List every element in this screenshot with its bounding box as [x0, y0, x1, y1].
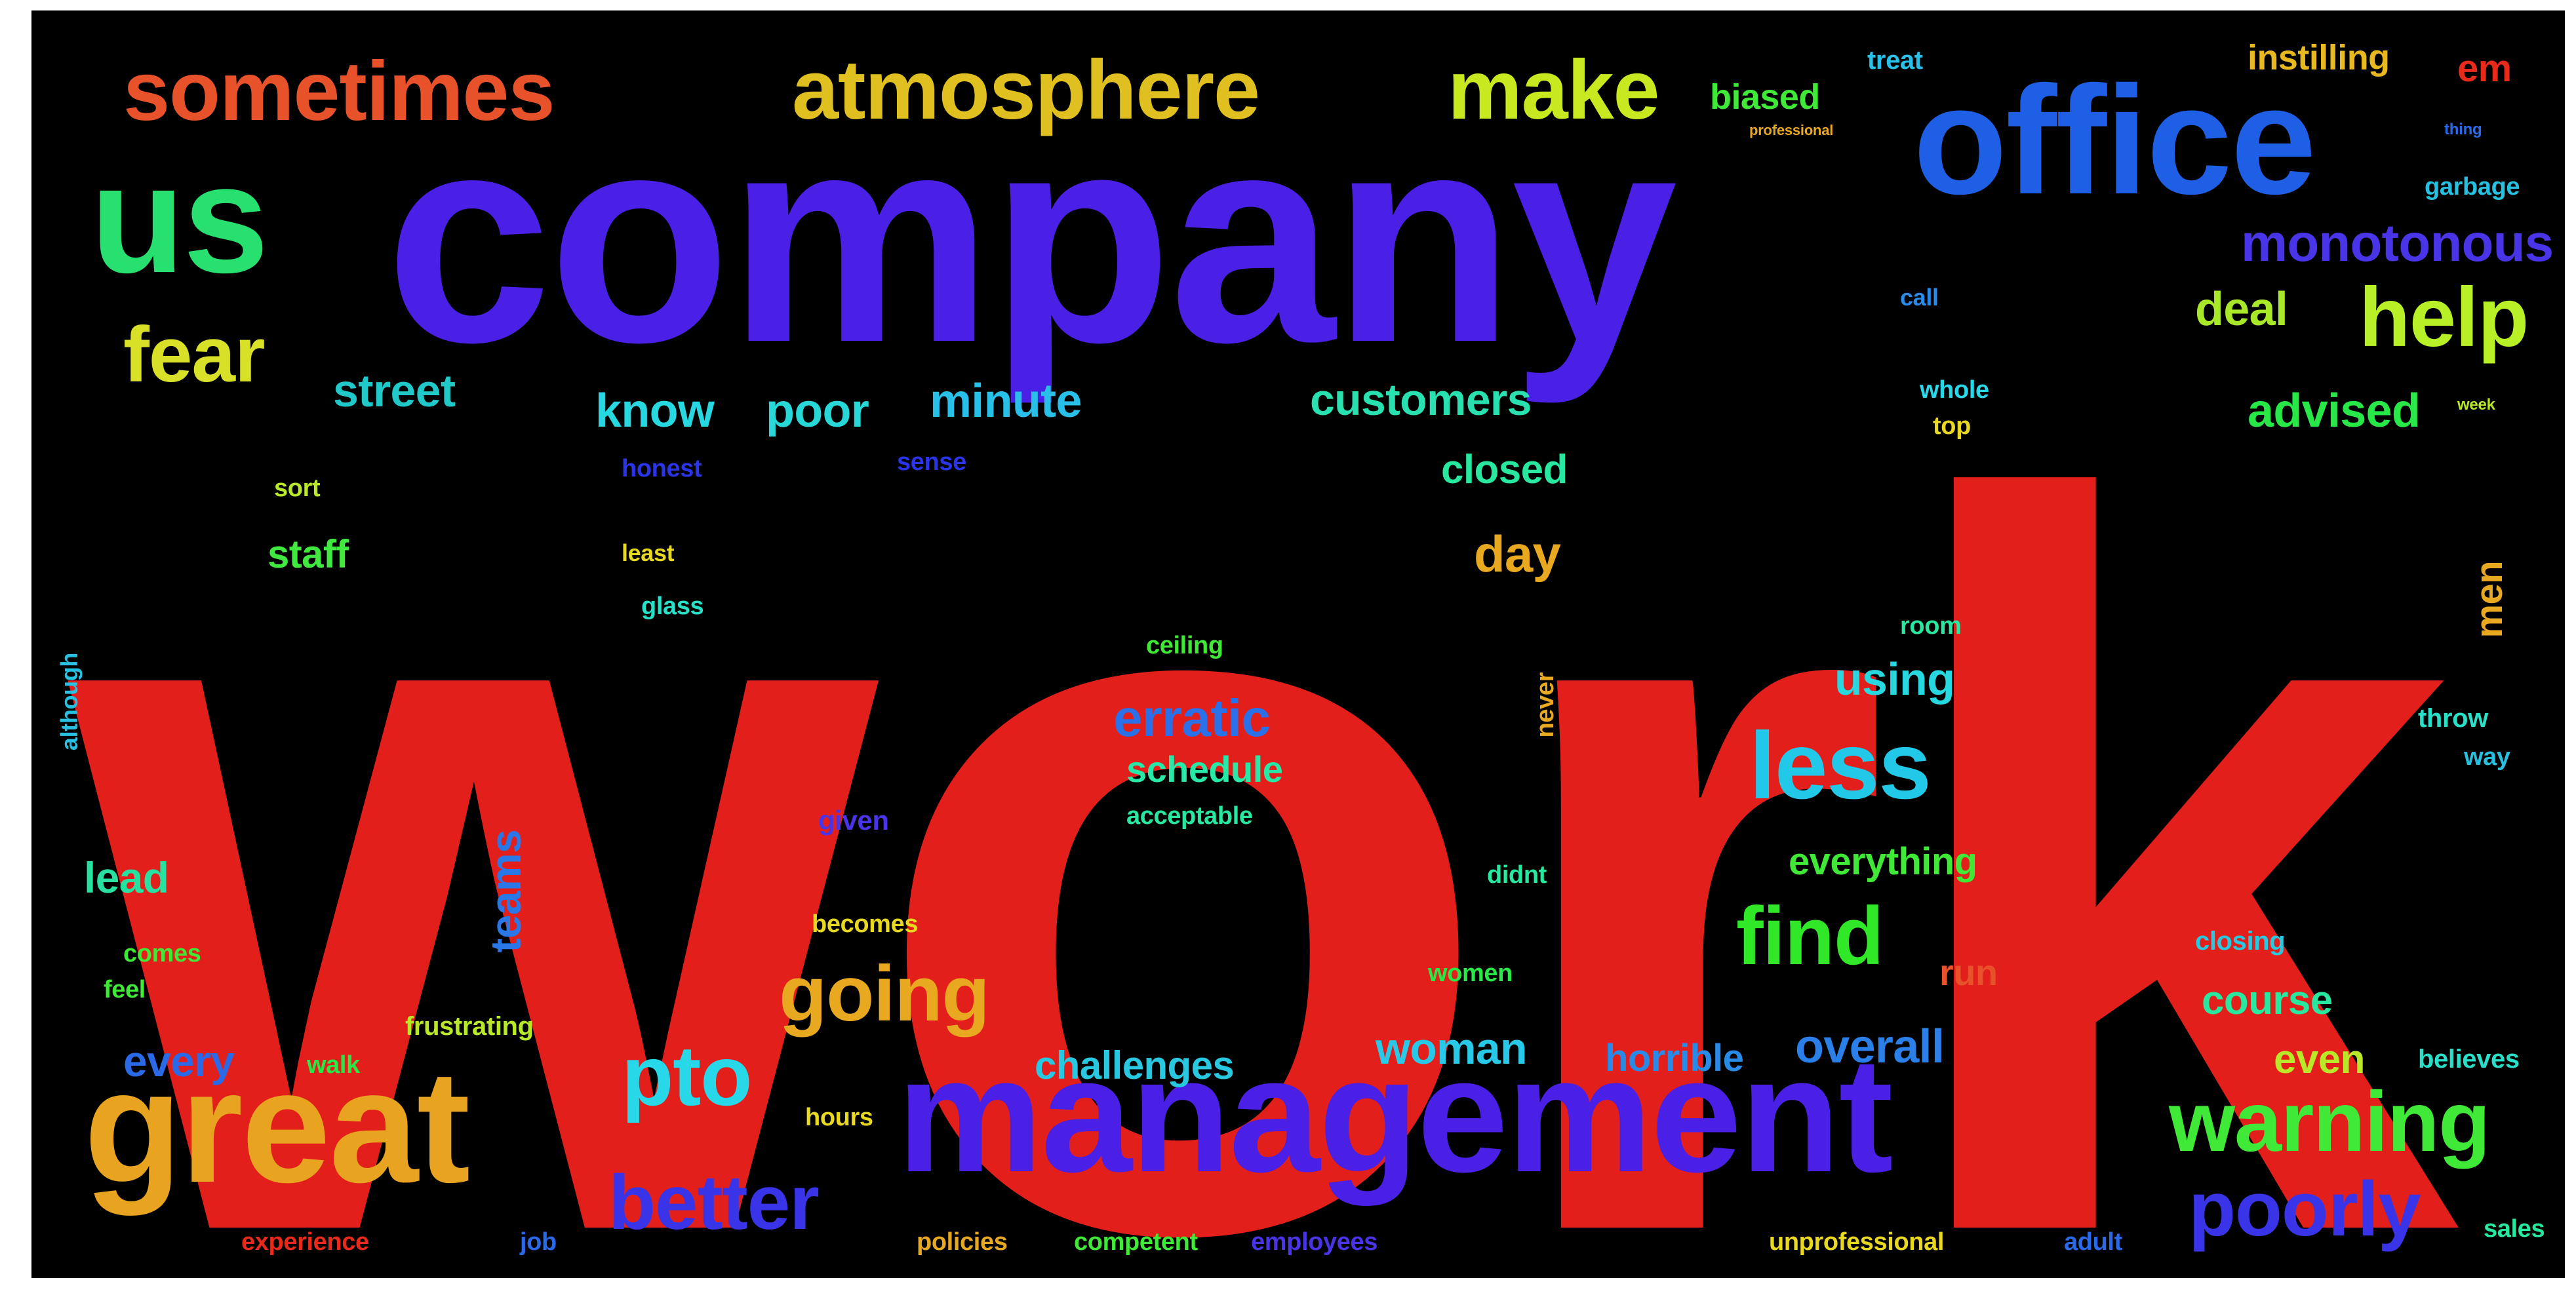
word-room: room — [1900, 612, 1962, 640]
word-customers: customers — [1310, 375, 1532, 425]
word-walk: walk — [307, 1051, 360, 1079]
word-acceptable: acceptable — [1126, 802, 1253, 830]
word-instilling: instilling — [2248, 38, 2390, 77]
word-overall: overall — [1795, 1020, 1945, 1073]
word-glass: glass — [641, 592, 704, 620]
word-poor: poor — [766, 385, 869, 437]
word-minute: minute — [930, 375, 1082, 427]
word-men: men — [2468, 561, 2510, 638]
word-professional: professional — [1749, 122, 1834, 138]
word-given: given — [818, 805, 889, 836]
word-warning: warning — [2169, 1074, 2491, 1169]
word-day: day — [1474, 525, 1561, 583]
word-advised: advised — [2248, 385, 2421, 437]
word-didnt: didnt — [1487, 861, 1547, 889]
word-becomes: becomes — [812, 910, 919, 938]
word-horrible: horrible — [1605, 1037, 1744, 1079]
word-sort: sort — [274, 475, 321, 502]
word-schedule: schedule — [1126, 748, 1283, 790]
word-policies: policies — [917, 1228, 1008, 1256]
word-poorly: poorly — [2189, 1166, 2421, 1252]
word-treat: treat — [1867, 46, 1923, 75]
word-women: women — [1428, 960, 1513, 987]
word-job: job — [520, 1228, 557, 1256]
word-comes: comes — [123, 940, 201, 967]
word-every: every — [123, 1037, 235, 1085]
word-fear: fear — [123, 311, 266, 398]
word-feel: feel — [104, 976, 146, 1003]
word-woman: woman — [1376, 1024, 1528, 1074]
word-throw: throw — [2418, 704, 2488, 733]
word-company: company — [386, 71, 1677, 404]
word-closed: closed — [1441, 447, 1568, 492]
word-management: management — [897, 1023, 1893, 1206]
word-believes: believes — [2418, 1045, 2520, 1074]
word-honest: honest — [622, 455, 702, 482]
word-lead: lead — [84, 853, 169, 902]
word-never: never — [1532, 672, 1559, 738]
word-challenges: challenges — [1035, 1043, 1235, 1087]
word-even: even — [2274, 1037, 2365, 1082]
word-ceiling: ceiling — [1146, 632, 1223, 659]
word-adult: adult — [2064, 1228, 2122, 1256]
word-cloud: work company management office great us … — [31, 10, 2565, 1278]
word-closing: closing — [2195, 927, 2286, 956]
word-run: run — [1939, 952, 1998, 993]
word-course: course — [2202, 978, 2333, 1023]
word-atmosphere: atmosphere — [792, 43, 1260, 137]
word-experience: experience — [241, 1228, 369, 1256]
word-hours: hours — [805, 1104, 873, 1131]
word-biased: biased — [1710, 77, 1820, 117]
word-erratic: erratic — [1113, 689, 1271, 747]
word-em: em — [2457, 47, 2512, 90]
word-work: work — [71, 290, 2457, 1279]
word-garbage: garbage — [2425, 173, 2520, 201]
word-going: going — [779, 950, 990, 1038]
word-know: know — [595, 385, 715, 437]
word-top: top — [1933, 412, 1971, 440]
word-although: although — [56, 653, 83, 751]
word-frustrating: frustrating — [405, 1012, 534, 1041]
word-thing: thing — [2444, 121, 2482, 138]
word-better: better — [608, 1159, 820, 1246]
word-monotonous: monotonous — [2241, 214, 2554, 272]
word-great: great — [84, 1036, 470, 1216]
word-office: office — [1913, 54, 2316, 226]
word-sales: sales — [2484, 1215, 2545, 1243]
word-everything: everything — [1789, 840, 1977, 883]
word-deal: deal — [2195, 283, 2288, 336]
word-way: way — [2464, 743, 2510, 771]
word-sense: sense — [897, 448, 966, 476]
word-help: help — [2359, 271, 2529, 364]
word-staff: staff — [268, 532, 349, 576]
word-less: less — [1749, 712, 1932, 819]
word-teams: teams — [481, 830, 530, 953]
word-sometimes: sometimes — [123, 45, 555, 138]
word-least: least — [622, 539, 675, 566]
word-week: week — [2457, 396, 2495, 414]
word-find: find — [1736, 891, 1884, 982]
word-make: make — [1448, 43, 1660, 137]
word-using: using — [1834, 653, 1955, 705]
word-call: call — [1900, 284, 1939, 311]
word-us: us — [90, 132, 269, 305]
word-competent: competent — [1074, 1228, 1198, 1256]
word-unprofessional: unprofessional — [1769, 1228, 1945, 1256]
word-street: street — [333, 365, 456, 416]
word-whole: whole — [1920, 376, 1989, 404]
word-pto: pto — [622, 1028, 753, 1123]
word-employees: employees — [1251, 1228, 1378, 1256]
